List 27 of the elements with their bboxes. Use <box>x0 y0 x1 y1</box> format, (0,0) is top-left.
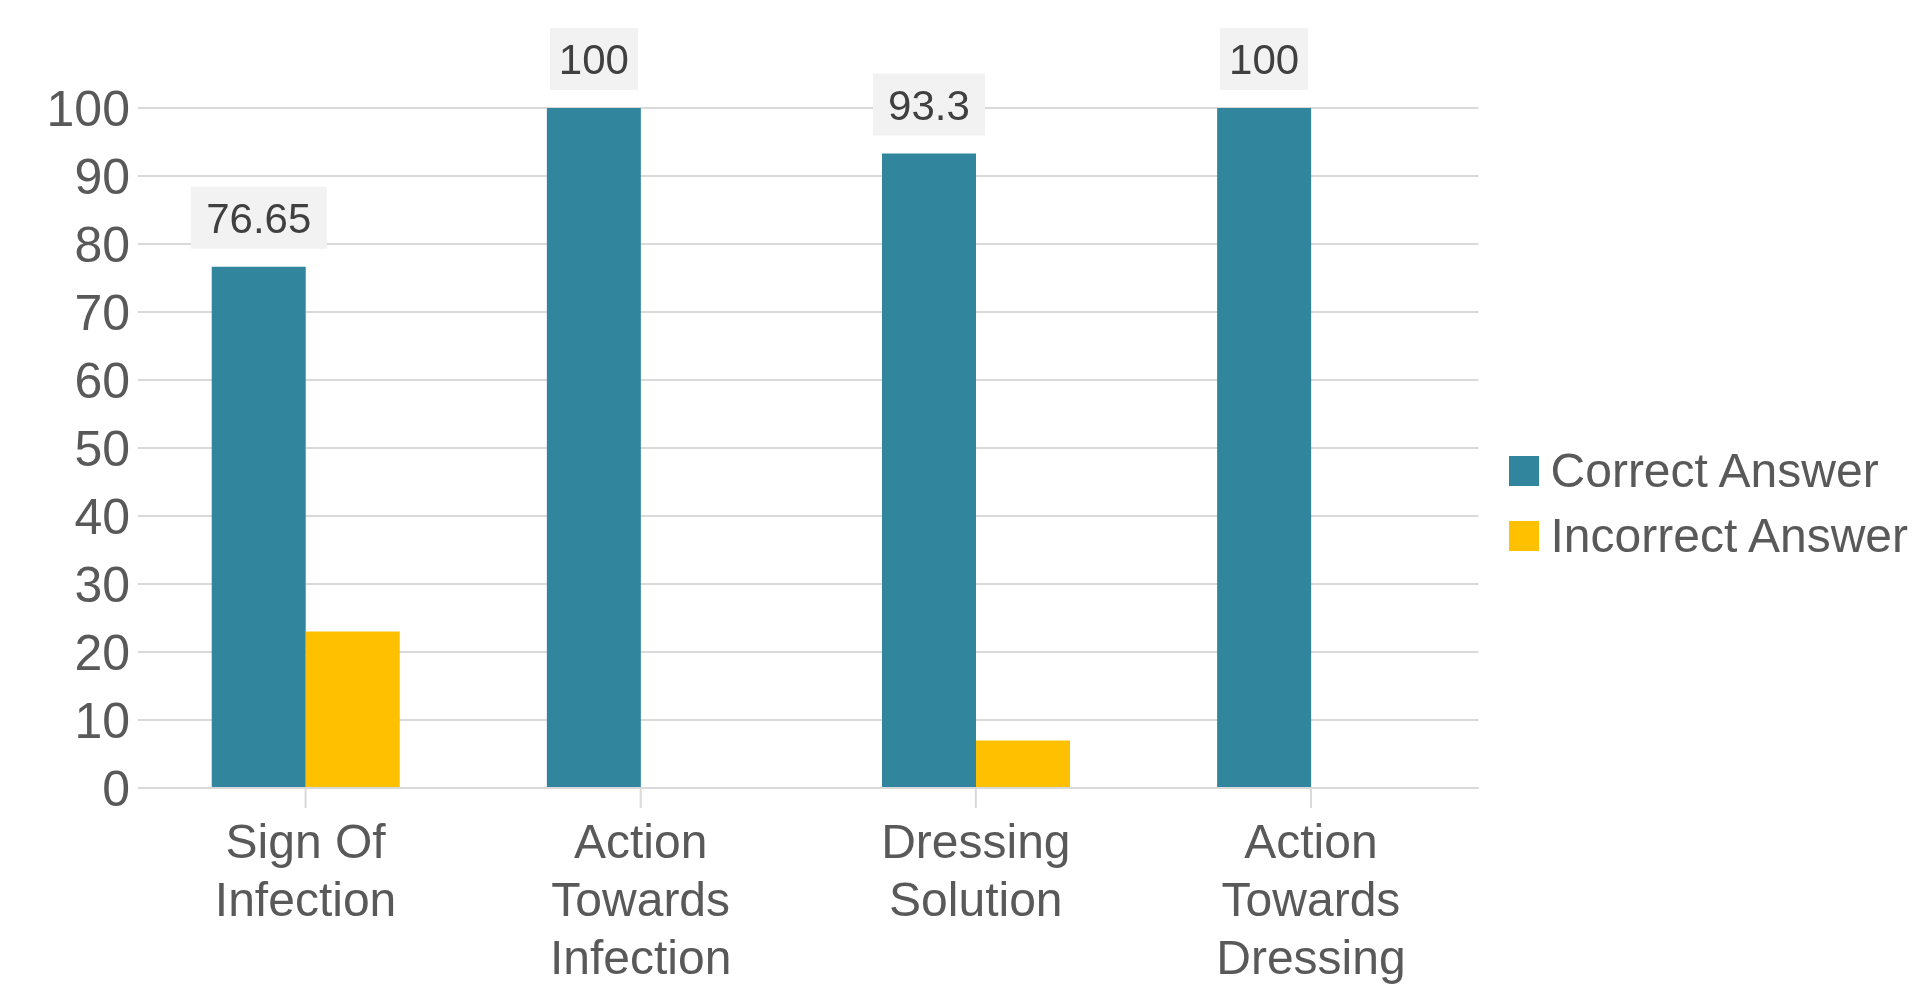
y-tick-label: 50 <box>74 420 130 477</box>
y-tick-label: 70 <box>74 284 130 341</box>
bar <box>1217 108 1312 788</box>
legend-label: Correct Answer <box>1550 443 1879 498</box>
y-tick-label: 20 <box>74 624 130 681</box>
x-tick-label: Sign Of Infection <box>214 815 397 926</box>
bar <box>975 740 1070 788</box>
y-tick-label: 10 <box>74 692 130 749</box>
y-tick-label: 60 <box>74 352 130 409</box>
bar <box>211 266 306 788</box>
data-label: 100 <box>558 36 629 83</box>
legend-label: Incorrect Answer <box>1550 508 1908 563</box>
x-tick-label: Action Towards Dressing <box>1216 815 1406 984</box>
y-tick-label: 100 <box>46 80 130 137</box>
data-label: 100 <box>1229 36 1300 83</box>
y-tick-label: 30 <box>74 556 130 613</box>
bar <box>881 153 976 788</box>
y-tick-label: 0 <box>102 760 130 817</box>
bar <box>305 631 400 788</box>
x-tick-label: Dressing Solution <box>881 815 1071 926</box>
y-tick-label: 80 <box>74 216 130 273</box>
data-label: 93.3 <box>888 81 970 129</box>
y-tick-label: 40 <box>74 488 130 545</box>
y-tick-label: 90 <box>74 148 130 205</box>
data-label: 76.65 <box>206 194 312 242</box>
x-tick-label: Action Towards Infection <box>549 815 732 984</box>
bar <box>546 108 641 788</box>
